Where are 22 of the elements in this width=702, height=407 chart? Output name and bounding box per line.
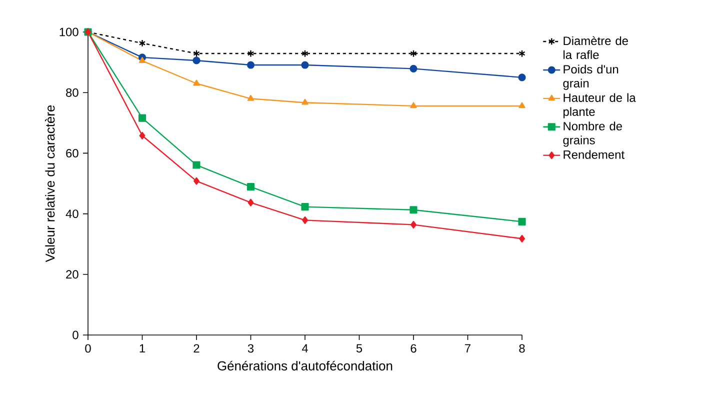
x-tick-label: 2 [194,344,200,353]
x-tick-label: 6 [410,344,416,353]
y-tick-label: 40 [66,210,78,218]
x-tick-label: 4 [302,344,308,352]
x-tick-label: 0 [85,344,91,353]
y-tick-label: 80 [66,88,78,97]
y-tick-label: 0 [72,330,78,340]
legend-label: Rendement [564,150,624,159]
legend-label: Diamètre de la rafle [564,36,628,60]
x-tick-label: 1 [140,344,145,352]
legend-label: Hauteur de la plante [564,93,636,118]
y-tick-label: 20 [66,270,78,279]
y-tick-label: 60 [66,148,78,158]
x-tick-label: 7 [465,344,470,352]
legend-label: Poids d'un grain [563,64,618,90]
x-tick-label: 5 [356,344,362,353]
x-tick-label: 8 [519,344,525,353]
y-axis-title: Valeur relative du caractère [45,105,55,262]
x-axis-title: Générations d'autofécondation [218,360,392,370]
x-tick-label: 3 [248,344,254,353]
y-tick-label: 100 [60,28,78,36]
legend-label: Nombre de grains [563,122,622,147]
